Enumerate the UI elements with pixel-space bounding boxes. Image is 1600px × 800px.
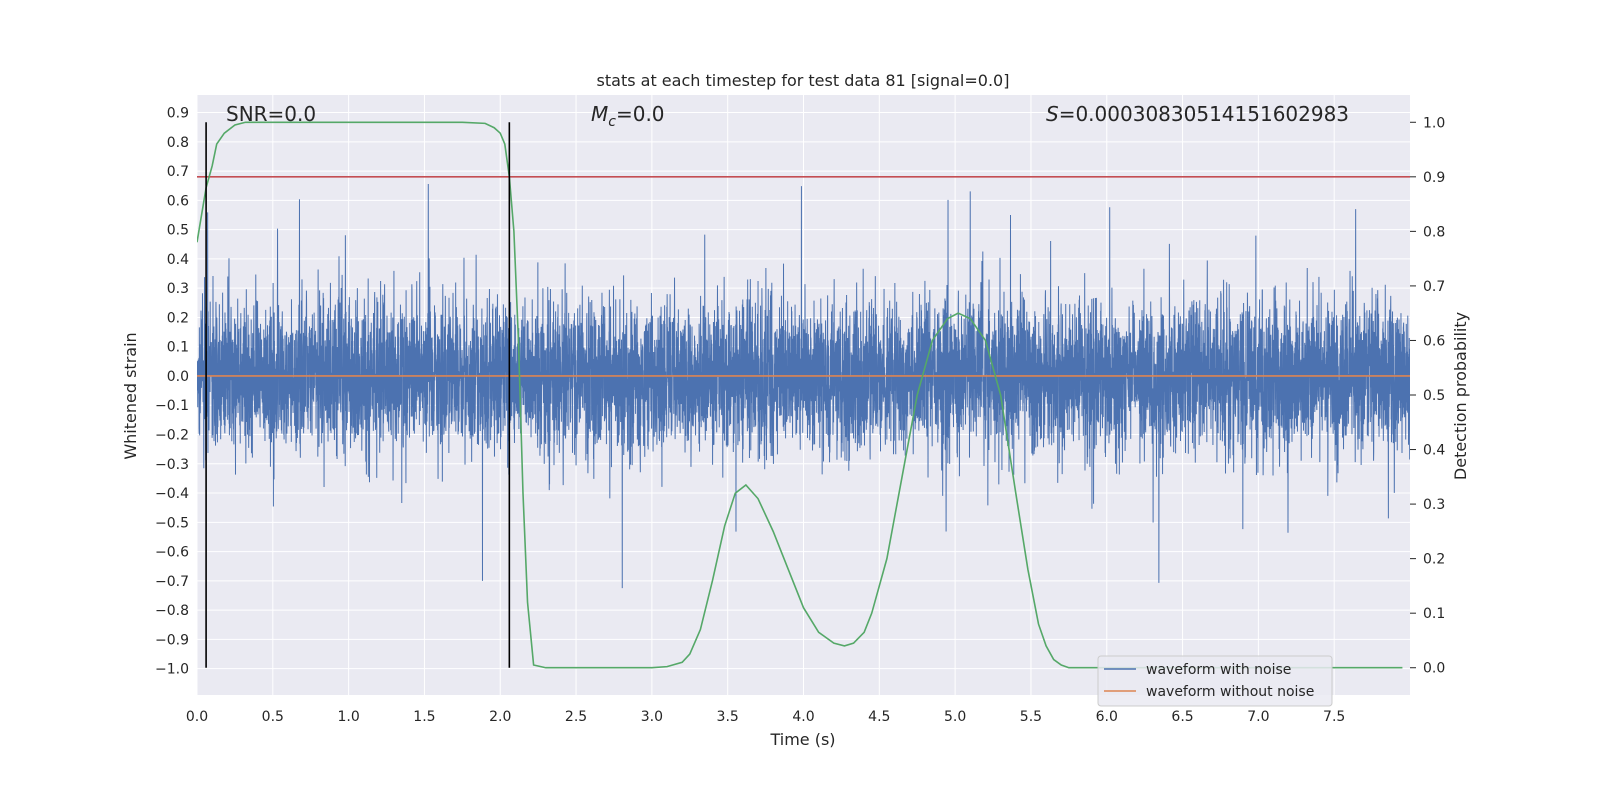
x-tick-label: 3.0 bbox=[641, 709, 663, 725]
x-axis-ticks: 0.0 0.5 1.0 1.5 2.0 2.5 3.0 3.5 4.0 4.5 5.0 5.5 6.0 6… bbox=[186, 709, 1345, 725]
x-tick-label: 3.5 bbox=[717, 709, 739, 725]
x-tick-label: 7.5 bbox=[1323, 709, 1345, 725]
y-right-tick-label: 0.7 bbox=[1423, 279, 1445, 295]
y-axis-ticks: 0.9 0.8 0.7 0.6 0.5 0.4 0.3 0.2 0.1 0.0 −0.1 −0.2 −0… bbox=[155, 106, 189, 678]
x-tick-label: 4.0 bbox=[792, 709, 814, 725]
y-tick-label: −0.1 bbox=[155, 398, 189, 414]
legend-box bbox=[1097, 655, 1333, 707]
y-tick-label: −0.4 bbox=[155, 486, 189, 502]
plot-area bbox=[197, 121, 1410, 669]
y-right-tick-label: 0.1 bbox=[1423, 606, 1445, 622]
noise-series bbox=[197, 184, 1410, 589]
y-tick-label: 0.5 bbox=[167, 223, 189, 239]
x-tick-label: 1.5 bbox=[413, 709, 435, 725]
noise-waveform-line bbox=[197, 184, 1410, 589]
y-right-tick-label: 0.9 bbox=[1423, 170, 1445, 186]
mc-symbol: M bbox=[591, 102, 608, 126]
y-tick-label: 0.8 bbox=[167, 135, 189, 151]
y-right-tick-label: 0.8 bbox=[1423, 224, 1445, 240]
y-right-tick-label: 1.0 bbox=[1423, 115, 1445, 131]
y-tick-label: 0.9 bbox=[167, 106, 189, 122]
y-tick-label: 0.6 bbox=[167, 193, 189, 209]
y-tick-label: 0.7 bbox=[167, 164, 189, 180]
y-tick-label: 0.2 bbox=[167, 310, 189, 326]
y-axis-label: Whitened strain bbox=[121, 332, 140, 459]
detection-probability-line bbox=[197, 121, 1403, 669]
y-tick-label: 0.3 bbox=[167, 281, 189, 297]
score-annotation: S=0.00030830514151602983 bbox=[1046, 102, 1349, 126]
y-tick-label: −0.6 bbox=[155, 545, 189, 561]
y-tick-label: 0.0 bbox=[167, 369, 189, 385]
x-axis-label: Time (s) bbox=[769, 730, 835, 749]
x-tick-label: 2.5 bbox=[565, 709, 587, 725]
y-right-tick-label: 0.6 bbox=[1423, 333, 1445, 349]
x-tick-label: 5.0 bbox=[944, 709, 966, 725]
y-tick-label: −0.8 bbox=[155, 603, 189, 619]
chart-title: stats at each timestep for test data 81 … bbox=[597, 71, 1010, 90]
chirp-mass-annotation: Mc=0.0 bbox=[591, 102, 665, 130]
s-symbol: S bbox=[1046, 102, 1059, 126]
y-right-axis-label: Detection probability bbox=[1451, 312, 1470, 480]
mc-value: =0.0 bbox=[616, 102, 665, 126]
y-tick-label: 0.1 bbox=[167, 340, 189, 356]
y-tick-label: 0.4 bbox=[167, 252, 189, 268]
x-tick-label: 6.0 bbox=[1096, 709, 1118, 725]
overlay-series bbox=[197, 121, 1410, 669]
x-tick-label: 1.0 bbox=[337, 709, 359, 725]
y-tick-label: −1.0 bbox=[155, 662, 189, 678]
snr-annotation: SNR=0.0 bbox=[226, 102, 316, 126]
legend-label-noise: waveform with noise bbox=[1146, 662, 1291, 678]
y-right-tick-label: 0.5 bbox=[1423, 388, 1445, 404]
y-tick-label: −0.7 bbox=[155, 574, 189, 590]
y-tick-label: −0.3 bbox=[155, 457, 189, 473]
y-right-axis-ticks: 1.0 0.9 0.8 0.7 0.6 0.5 0.4 0.3 0.2 0.1 0.0 bbox=[1410, 115, 1445, 677]
legend-label-clean: waveform without noise bbox=[1146, 684, 1314, 700]
y-right-tick-label: 0.4 bbox=[1423, 443, 1445, 459]
y-tick-label: −0.9 bbox=[155, 632, 189, 648]
x-tick-label: 0.0 bbox=[186, 709, 208, 725]
x-tick-label: 5.5 bbox=[1020, 709, 1042, 725]
x-tick-label: 7.0 bbox=[1247, 709, 1269, 725]
s-value: =0.00030830514151602983 bbox=[1059, 102, 1349, 126]
y-right-tick-label: 0.0 bbox=[1423, 661, 1445, 677]
vertical-markers bbox=[205, 122, 511, 668]
y-right-tick-label: 0.3 bbox=[1423, 497, 1445, 513]
x-tick-label: 0.5 bbox=[262, 709, 284, 725]
mc-subscript: c bbox=[608, 114, 616, 130]
x-tick-label: 6.5 bbox=[1171, 709, 1193, 725]
y-right-tick-label: 0.2 bbox=[1423, 552, 1445, 568]
y-tick-label: −0.2 bbox=[155, 428, 189, 444]
x-tick-label: 4.5 bbox=[868, 709, 890, 725]
x-tick-label: 2.0 bbox=[489, 709, 511, 725]
legend: waveform with noise waveform without noi… bbox=[1097, 655, 1333, 707]
y-tick-label: −0.5 bbox=[155, 515, 189, 531]
